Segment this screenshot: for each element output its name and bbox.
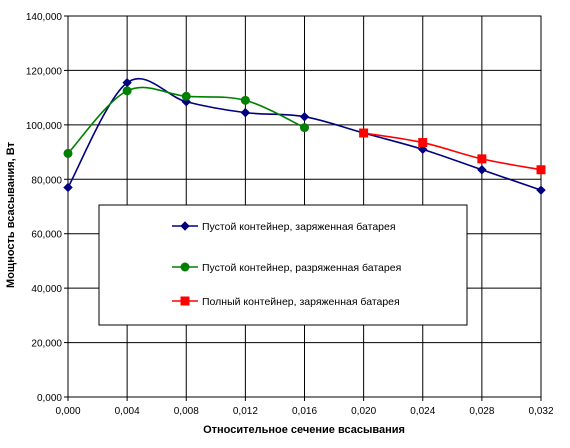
legend-label: Пустой контейнер, разряженная батарея: [202, 262, 401, 274]
x-tick-label: 0,008: [174, 406, 199, 417]
y-tick-label: 100,000: [26, 121, 63, 132]
data-point: [63, 182, 73, 193]
legend-marker: [180, 221, 190, 231]
data-point: [359, 128, 369, 138]
legend-label: Пустой контейнер, заряженная батарея: [202, 221, 396, 233]
legend-marker: [180, 262, 190, 272]
x-axis-title: Относительное сечение всасывания: [203, 424, 405, 436]
data-point: [536, 165, 546, 175]
x-tick-label: 0,024: [410, 406, 435, 417]
series-lines: [63, 77, 546, 195]
data-point: [300, 123, 309, 133]
y-tick-label: 140,000: [26, 12, 63, 23]
legend-label: Полный контейнер, заряженная батарея: [202, 296, 400, 308]
legend-entry: Пустой контейнер, разряженная батарея: [172, 262, 401, 274]
x-tick-label: 0,020: [351, 406, 376, 417]
data-point: [477, 165, 487, 175]
data-point: [418, 144, 428, 155]
data-point: [477, 154, 487, 164]
y-tick-label: 120,000: [26, 66, 63, 77]
legend-entry: Полный контейнер, заряженная батарея: [172, 296, 400, 308]
data-point: [299, 111, 310, 122]
series-line: [363, 132, 542, 171]
x-tick-label: 0,004: [115, 406, 140, 417]
x-tick-label: 0,012: [233, 406, 258, 417]
y-tick-label: 60,000: [31, 230, 62, 241]
x-tick-label: 0,000: [55, 406, 80, 417]
y-axis-title: Мощность всасывания, Вт: [5, 141, 17, 288]
x-tick-label: 0,032: [528, 406, 553, 417]
data-point: [418, 138, 428, 148]
series-2: [63, 86, 309, 158]
y-tick-label: 80,000: [31, 175, 62, 186]
y-tick-label: 40,000: [31, 284, 62, 295]
data-point: [240, 107, 251, 118]
legend-entry: Пустой контейнер, заряженная батарея: [172, 221, 396, 233]
data-point: [122, 86, 132, 96]
legend-marker: [180, 296, 190, 306]
y-tick-label: 20,000: [31, 339, 62, 350]
x-tick-label: 0,016: [292, 406, 317, 417]
data-point: [536, 185, 546, 195]
legend-box: [98, 204, 468, 326]
x-tick-label: 0,028: [469, 406, 494, 417]
axes: 0,000 0,004 0,008 0,012 0,016 0,020 0,024 0,028…: [26, 12, 554, 417]
plot-border: [67, 15, 542, 398]
data-point: [240, 95, 250, 105]
data-point: [63, 148, 73, 158]
y-tick-label: 0,000: [37, 393, 62, 404]
series-3: [359, 128, 546, 175]
data-point: [181, 91, 191, 101]
legend: Пустой контейнер, заряженная батарея Пуст…: [98, 204, 468, 326]
